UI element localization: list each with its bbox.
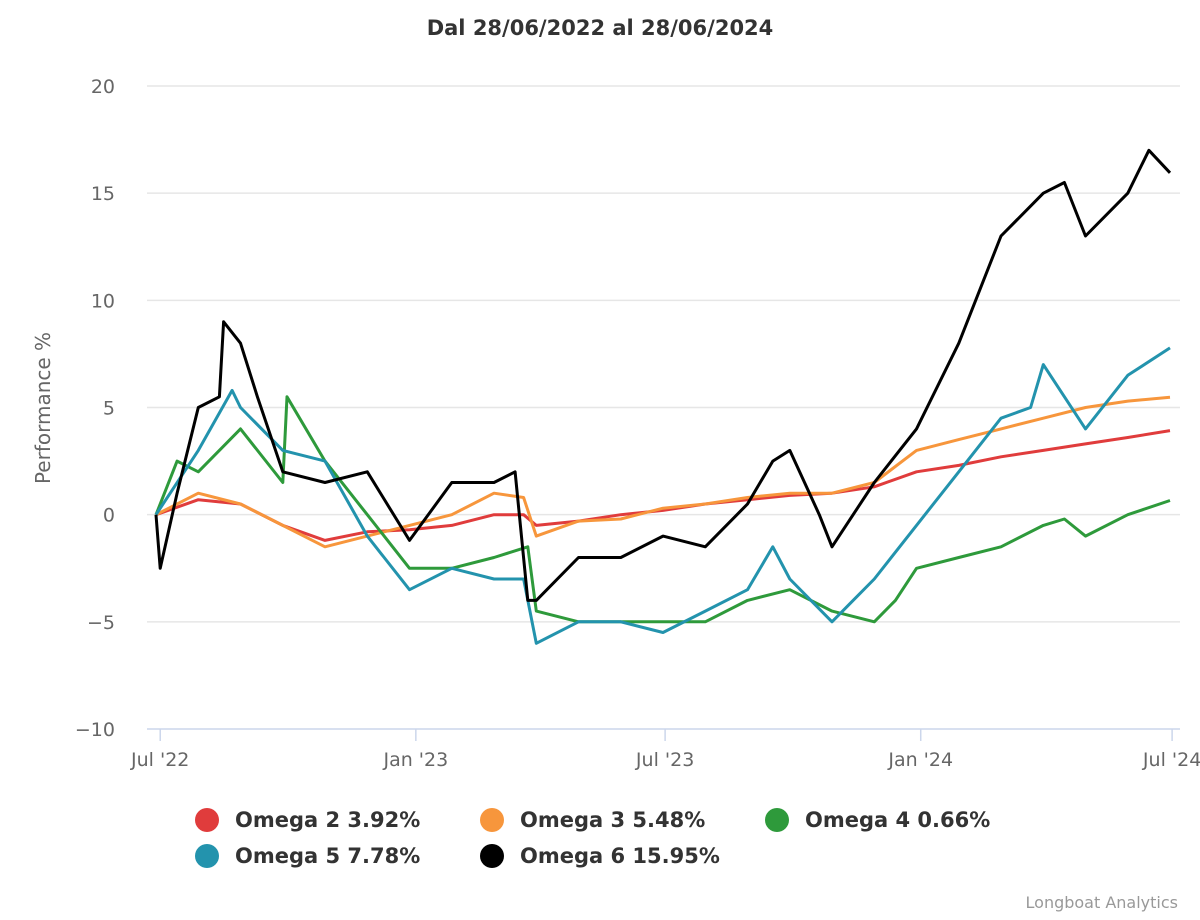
legend-item-omega-6[interactable]: Omega 6 15.95% [480,844,720,868]
y-tick-label: 20 [91,76,115,98]
legend-marker-icon [765,808,789,832]
credits-link[interactable]: Longboat Analytics [1025,893,1178,912]
legend-label: Omega 6 15.95% [520,844,720,868]
series-line-omega-3[interactable] [155,395,1171,549]
legend-marker-icon [480,808,504,832]
x-tick-label: Jul '24 [1142,749,1200,771]
legend-label: Omega 2 3.92% [235,808,421,832]
legend-marker-icon [195,808,219,832]
x-tick-label: Jul '23 [635,749,694,771]
legend-item-omega-3[interactable]: Omega 3 5.48% [480,808,705,832]
legend-marker-icon [480,844,504,868]
x-tick-label: Jul '22 [130,749,189,771]
x-tick-label: Jan '24 [887,749,953,771]
x-tick-label: Jan '23 [382,749,448,771]
series-line-omega-2[interactable] [155,429,1171,542]
y-axis-label: Performance % [31,332,55,484]
y-tick-label: −10 [75,719,115,741]
legend-label: Omega 3 5.48% [520,808,706,832]
legend-item-omega-4[interactable]: Omega 4 0.66% [765,808,990,832]
chart-title: Dal 28/06/2022 al 28/06/2024 [426,16,774,40]
y-tick-label: −5 [87,612,115,634]
series-line-omega-6[interactable] [154,148,1172,602]
legend-marker-icon [195,844,219,868]
y-tick-label: 15 [91,183,115,205]
y-tick-label: 10 [91,290,115,312]
legend-item-omega-2[interactable]: Omega 2 3.92% [195,808,420,832]
legend-label: Omega 4 0.66% [805,808,991,832]
y-tick-label: 0 [103,505,115,527]
series-line-omega-4[interactable] [154,395,1171,624]
series-line-omega-5[interactable] [154,346,1171,645]
legend-label: Omega 5 7.78% [235,844,421,868]
y-tick-label: 5 [103,398,115,420]
legend-item-omega-5[interactable]: Omega 5 7.78% [195,844,420,868]
